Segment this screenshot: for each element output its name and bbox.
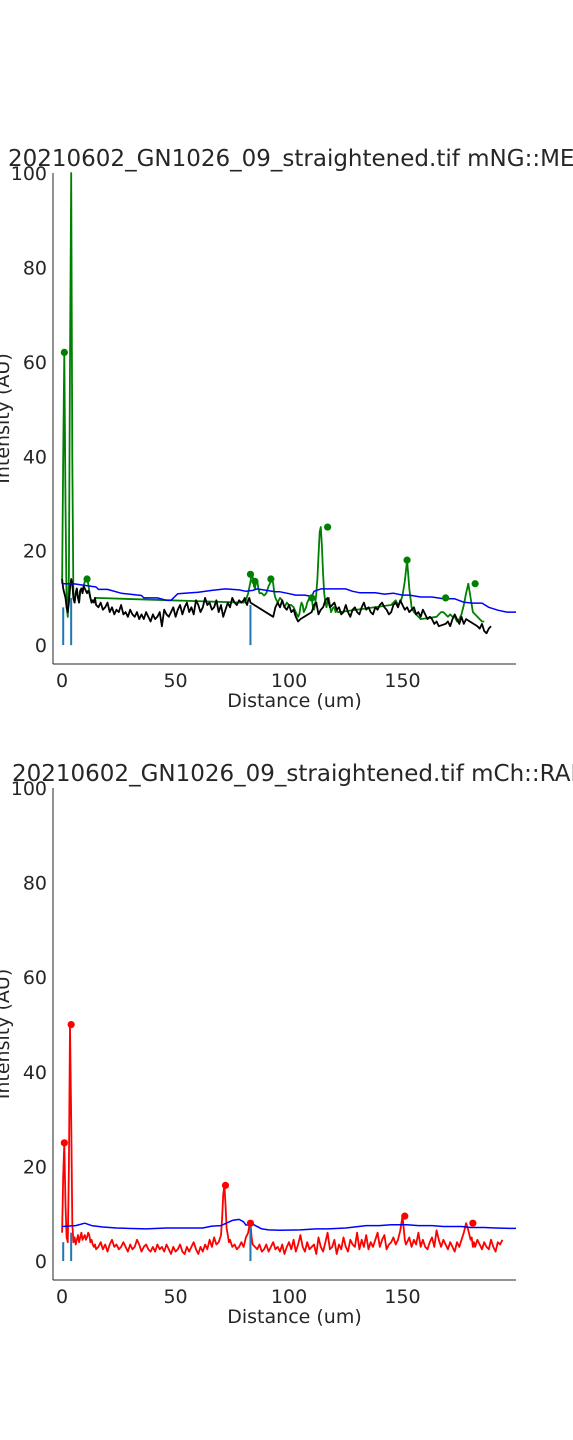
peak-point — [308, 594, 316, 602]
x-tick-label: 50 — [163, 670, 187, 692]
x-tick-label: 50 — [163, 1286, 187, 1308]
series-line-signal-baseline — [61, 578, 492, 635]
x-tick-label: 100 — [271, 1286, 307, 1308]
y-tick-label: 60 — [23, 967, 47, 989]
peak-point — [60, 348, 68, 357]
peak-point — [401, 1212, 409, 1220]
plot-area — [60, 1020, 516, 1262]
peak-point — [246, 1219, 255, 1227]
series-line-signal — [61, 1023, 504, 1255]
chart-mec4: 20210602_GN1026_09_straightened.tif mNG:… — [0, 146, 573, 712]
x-tick-label: 150 — [384, 670, 420, 692]
peak-point — [60, 1139, 68, 1147]
y-tick-label: 100 — [11, 163, 47, 185]
peak-point — [442, 594, 450, 602]
peak-point — [83, 575, 91, 583]
y-tick-label: 60 — [23, 352, 47, 374]
peak-point — [471, 580, 479, 588]
series-line-signal — [61, 172, 485, 623]
y-tick-label: 100 — [11, 778, 47, 800]
y-tick-label: 20 — [23, 541, 47, 563]
y-tick-label: 40 — [23, 1062, 47, 1084]
y-tick-label: 0 — [35, 1251, 47, 1273]
peak-point — [246, 570, 255, 578]
x-tick-label: 0 — [56, 1286, 68, 1308]
plot-area — [60, 172, 516, 646]
y-tick-label: 40 — [23, 446, 47, 468]
peak-point — [221, 1181, 230, 1189]
y-tick-label: 0 — [35, 635, 47, 657]
y-axis-label: Intensity (AU) — [0, 969, 14, 1099]
chart-rab3: 20210602_GN1026_09_straightened.tif mCh:… — [0, 761, 573, 1328]
peak-point — [251, 577, 259, 585]
chart-title: 20210602_GN1026_09_straightened.tif mNG:… — [8, 146, 573, 172]
peak-point — [469, 1219, 477, 1227]
y-tick-label: 80 — [23, 873, 47, 895]
y-tick-label: 20 — [23, 1156, 47, 1178]
x-axis-label: Distance (um) — [227, 690, 362, 712]
series-line-background — [62, 1218, 516, 1232]
x-tick-label: 100 — [271, 670, 307, 692]
peak-point — [324, 523, 332, 531]
chart-title: 20210602_GN1026_09_straightened.tif mCh:… — [12, 761, 573, 787]
peak-point — [403, 556, 411, 564]
y-axis-label: Intensity (AU) — [0, 353, 14, 483]
peak-point — [67, 1020, 75, 1029]
y-tick-label: 80 — [23, 257, 47, 279]
x-axis-label: Distance (um) — [227, 1306, 362, 1328]
x-tick-label: 150 — [384, 1286, 420, 1308]
x-tick-label: 0 — [56, 670, 68, 692]
peak-point — [267, 575, 275, 583]
